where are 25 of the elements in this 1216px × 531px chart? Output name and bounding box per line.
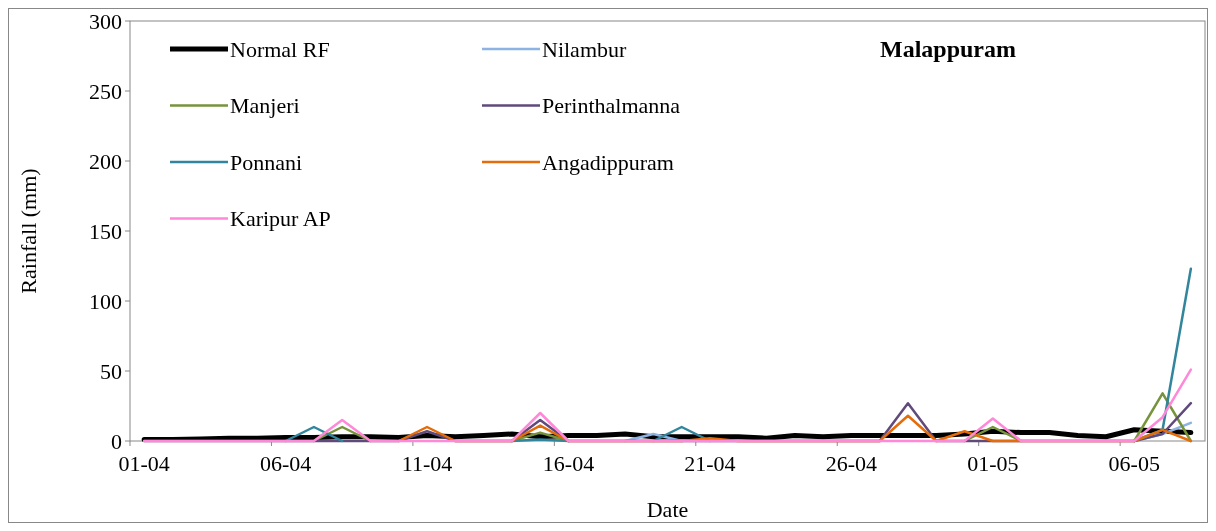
x-axis-title: Date <box>646 497 689 522</box>
x-tick-label: 16-04 <box>542 451 595 476</box>
y-tick-label: 50 <box>100 358 122 384</box>
legend-label: Normal RF <box>230 36 330 62</box>
y-tick-label: 200 <box>89 148 122 174</box>
x-tick-label: 06-04 <box>259 451 312 476</box>
y-tick-label: 100 <box>89 288 122 314</box>
legend-label: Perinthalmanna <box>542 93 681 119</box>
y-axis-title: Rainfall (mm) <box>16 168 41 294</box>
legend-label: Ponnani <box>230 149 303 175</box>
x-tick-label: 01-04 <box>118 451 170 476</box>
legend-label: Nilambur <box>542 36 627 62</box>
legend-label: Angadippuram <box>542 149 674 175</box>
text: Malappuram <box>879 36 1017 63</box>
x-tick-label: 06-05 <box>1108 451 1160 476</box>
x-tick-label: 26-04 <box>825 451 878 476</box>
x-tick-label: 01-05 <box>967 451 1019 476</box>
x-tick-label: 21-04 <box>684 451 736 476</box>
legend-label: Manjeri <box>230 93 300 119</box>
y-tick-label: 250 <box>89 78 122 104</box>
y-tick-label: 300 <box>89 8 122 34</box>
x-tick-label: 11-04 <box>401 451 453 476</box>
y-tick-label: 150 <box>89 218 122 244</box>
y-tick-label: 0 <box>111 428 122 454</box>
legend-label: Karipur AP <box>230 206 331 232</box>
